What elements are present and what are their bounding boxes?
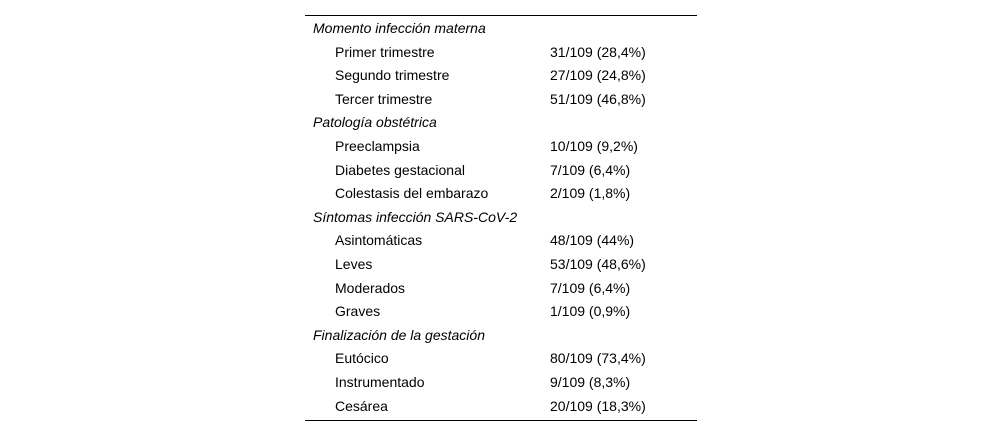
table-row: Segundo trimestre 27/109 (24,8%) bbox=[305, 64, 697, 88]
row-value: 9/109 (8,3%) bbox=[550, 373, 631, 390]
row-value: 2/109 (1,8%) bbox=[550, 185, 631, 202]
section-label: Finalización de la gestación bbox=[313, 326, 485, 343]
row-value: 27/109 (24,8%) bbox=[550, 67, 646, 84]
section-label: Patología obstétrica bbox=[313, 114, 437, 131]
table-row: Cesárea 20/109 (18,3%) bbox=[305, 395, 697, 419]
row-label: Cesárea bbox=[335, 397, 388, 414]
table-row: Instrumentado 9/109 (8,3%) bbox=[305, 371, 697, 395]
table-row: Preeclampsia 10/109 (9,2%) bbox=[305, 135, 697, 159]
row-value: 7/109 (6,4%) bbox=[550, 161, 631, 178]
row-label: Instrumentado bbox=[335, 373, 425, 390]
section-header-finalizacion-gestacion: Finalización de la gestación bbox=[305, 324, 697, 348]
section-header-momento-infeccion: Momento infección materna bbox=[305, 17, 697, 41]
table-row: Tercer trimestre 51/109 (46,8%) bbox=[305, 88, 697, 112]
row-value: 48/109 (44%) bbox=[550, 232, 635, 249]
row-label: Primer trimestre bbox=[335, 43, 435, 60]
paper-table: Momento infección materna Primer trimest… bbox=[305, 15, 697, 422]
row-label: Colestasis del embarazo bbox=[335, 185, 489, 202]
table-row: Leves 53/109 (48,6%) bbox=[305, 253, 697, 277]
row-label: Diabetes gestacional bbox=[335, 161, 465, 178]
table-row: Graves 1/109 (0,9%) bbox=[305, 300, 697, 324]
section-header-sintomas-sars-cov-2: Síntomas infección SARS-CoV-2 bbox=[305, 206, 697, 230]
row-label: Asintomáticas bbox=[335, 232, 423, 249]
row-value: 1/109 (0,9%) bbox=[550, 303, 631, 320]
row-value: 80/109 (73,4%) bbox=[550, 350, 646, 367]
row-label: Eutócico bbox=[335, 350, 389, 367]
row-label: Tercer trimestre bbox=[335, 90, 433, 107]
row-label: Segundo trimestre bbox=[335, 67, 450, 84]
section-label: Momento infección materna bbox=[313, 20, 486, 36]
row-label: Moderados bbox=[335, 279, 406, 296]
table-row: Eutócico 80/109 (73,4%) bbox=[305, 347, 697, 371]
table-row: Colestasis del embarazo 2/109 (1,8%) bbox=[305, 182, 697, 206]
table-row: Asintomáticas 48/109 (44%) bbox=[305, 229, 697, 253]
table-row: Primer trimestre 31/109 (28,4%) bbox=[305, 41, 697, 65]
section-label: Síntomas infección SARS-CoV-2 bbox=[313, 208, 518, 225]
row-label: Leves bbox=[335, 255, 373, 272]
table-row: Moderados 7/109 (6,4%) bbox=[305, 277, 697, 301]
row-value: 53/109 (48,6%) bbox=[550, 255, 646, 272]
table-row: Diabetes gestacional 7/109 (6,4%) bbox=[305, 159, 697, 183]
row-value: 31/109 (28,4%) bbox=[550, 43, 646, 60]
row-label: Preeclampsia bbox=[335, 137, 420, 154]
row-value: 10/109 (9,2%) bbox=[550, 137, 638, 154]
row-value: 20/109 (18,3%) bbox=[550, 397, 646, 414]
row-value: 7/109 (6,4%) bbox=[550, 279, 631, 296]
row-label: Graves bbox=[335, 303, 381, 320]
row-value: 51/109 (46,8%) bbox=[550, 90, 646, 107]
section-header-patologia-obstetrica: Patología obstétrica bbox=[305, 111, 697, 135]
